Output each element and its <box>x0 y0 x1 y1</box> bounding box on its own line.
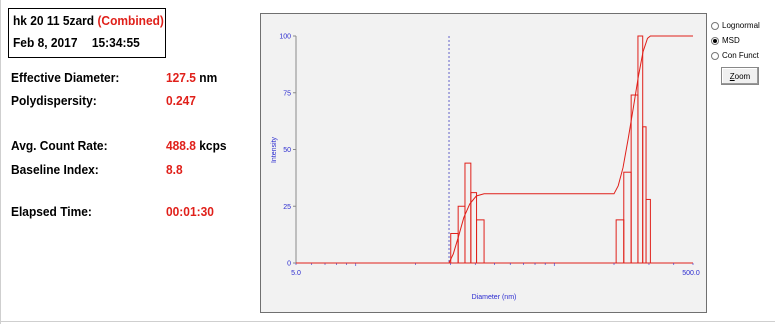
zoom-mnemonic: Z <box>729 71 735 81</box>
polydispersity-value: 0.247 <box>166 93 196 108</box>
x-tick-label-min: 5.0 <box>291 270 301 277</box>
sample-datetime: Feb 8, 2017 15:34:55 <box>13 35 140 50</box>
x-axis-label: Diameter (nm) <box>472 294 517 301</box>
window-bottom-edge <box>0 321 775 322</box>
avg-count-rate-unit: kcps <box>199 138 227 153</box>
sample-name: hk 20 11 5zard <box>13 13 95 28</box>
stat-label-effective-diameter: Effective Diameter: <box>11 70 120 85</box>
stat-label-elapsed-time: Elapsed Time: <box>11 204 92 219</box>
distribution-bar <box>637 35 644 264</box>
window-left-edge <box>0 0 1 324</box>
sample-info-box: hk 20 11 5zard (Combined) Feb 8, 2017 15… <box>8 8 166 58</box>
y-axis-label: Intensity <box>271 136 278 163</box>
cumulative-line <box>296 35 693 264</box>
y-axis-ticks: 0 25 50 75 100 <box>279 34 296 268</box>
radio-msd-label: MSD <box>722 36 740 45</box>
baseline-index-value: 8.8 <box>166 162 183 177</box>
effective-diameter-value: 127.5 <box>166 70 196 85</box>
radio-con-funct-indicator[interactable] <box>711 51 719 60</box>
distribution-bar <box>630 94 639 264</box>
sample-date: Feb 8, 2017 <box>13 35 78 50</box>
effective-diameter-unit: nm <box>199 70 218 85</box>
stat-value-avg-count-rate: 488.8 kcps <box>166 138 227 153</box>
radio-lognormal-indicator[interactable] <box>711 21 719 30</box>
chart-panel: 0 25 50 75 100 5.0 500.0 Intensity Diameter (… <box>260 13 707 313</box>
y-tick-label: 100 <box>279 34 291 41</box>
elapsed-time-value: 00:01:30 <box>166 204 214 219</box>
distribution-bar <box>645 198 651 264</box>
sample-title: hk 20 11 5zard (Combined) <box>13 13 164 28</box>
radio-msd-indicator[interactable] <box>711 36 719 45</box>
x-tick-label-max: 500.0 <box>682 270 700 277</box>
stat-label-baseline-index: Baseline Index: <box>11 162 99 177</box>
stat-value-polydispersity: 0.247 <box>166 93 196 108</box>
radio-lognormal-label: Lognormal <box>722 21 760 30</box>
distribution-bar <box>615 219 625 264</box>
stat-value-elapsed-time: 00:01:30 <box>166 204 214 219</box>
y-tick-label: 25 <box>283 204 291 211</box>
distribution-bar <box>476 219 485 264</box>
distribution-bar <box>642 126 647 264</box>
sample-time: 15:34:55 <box>91 35 140 50</box>
stat-value-baseline-index: 8.8 <box>166 162 183 177</box>
y-tick-label: 75 <box>283 90 291 97</box>
stat-label-polydispersity: Polydispersity: <box>11 93 97 108</box>
distribution-bars <box>450 35 651 264</box>
zoom-button[interactable]: Zoom <box>721 67 759 85</box>
radio-lognormal[interactable]: Lognormal <box>711 21 760 30</box>
stat-value-effective-diameter: 127.5 nm <box>166 70 217 85</box>
y-tick-label: 0 <box>287 261 291 268</box>
avg-count-rate-value: 488.8 <box>166 138 196 153</box>
stat-label-avg-count-rate: Avg. Count Rate: <box>11 138 108 153</box>
radio-msd[interactable]: MSD <box>711 36 740 45</box>
distribution-bar <box>470 192 478 264</box>
size-distribution-chart: 0 25 50 75 100 5.0 500.0 Intensity Diameter (… <box>271 34 700 302</box>
x-axis-ticks: 5.0 500.0 <box>291 263 700 277</box>
distribution-bar <box>450 232 459 264</box>
y-tick-label: 50 <box>283 147 291 154</box>
combined-tag: (Combined) <box>97 13 164 28</box>
zoom-label-rest: oom <box>734 71 751 81</box>
radio-con-funct[interactable]: Con Funct <box>711 51 759 60</box>
distribution-bar <box>623 171 632 264</box>
radio-con-funct-label: Con Funct <box>722 51 759 60</box>
